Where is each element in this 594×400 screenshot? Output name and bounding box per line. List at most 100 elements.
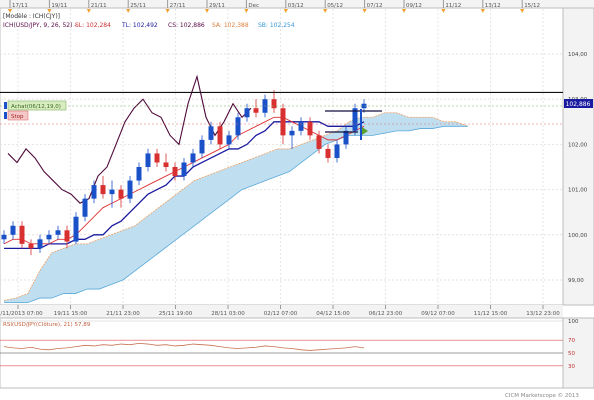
time-axis-label: 28/11 03:00 <box>211 311 245 317</box>
candle-body <box>37 239 43 249</box>
tl-label: TL: 102,492 <box>121 22 158 29</box>
achat-tag-marker <box>4 102 7 109</box>
cloud-fill <box>4 112 468 303</box>
ichimoku-cloud <box>3 112 469 304</box>
candle-body <box>199 139 205 154</box>
top-axis-label: 09/12 <box>406 3 422 9</box>
top-axis-label: 27/11 <box>170 3 186 9</box>
candle-body <box>235 117 241 136</box>
rsi-title: RSI(USD/JPY(Clôture), 21) 57,89 <box>3 321 91 328</box>
top-axis-labels: 17/11 19/11 21/11 25/11 27/11 29/11 Dec 03/12 05… <box>8 0 540 13</box>
sb-label: SB: 102,254 <box>258 22 295 29</box>
top-axis-label: 05/12 <box>327 3 343 9</box>
top-axis-label: 17/11 <box>12 3 28 9</box>
top-axis-label: Dec <box>248 3 259 9</box>
candles <box>1 90 367 256</box>
candle-body <box>55 230 61 235</box>
candle-body <box>271 99 277 109</box>
indicator-label: ICH(USD/JPY, 9, 26, 52) - <box>3 22 77 29</box>
event-marker-icon <box>126 9 131 13</box>
event-marker-icon <box>323 9 328 13</box>
rsi-axis-label: 100 <box>568 319 579 325</box>
event-marker-icon <box>165 9 170 13</box>
candle-body <box>136 167 142 181</box>
achat-tag-text: Achat(06/12,19,0) <box>11 104 61 110</box>
rsi-pane: 100 70 50 30 <box>0 319 579 370</box>
candle-body <box>172 167 178 177</box>
rsi-line <box>3 342 365 351</box>
footer-copyright: CICM Marketscope © 2013 <box>505 392 579 399</box>
top-axis-label: 13/12 <box>485 3 501 9</box>
time-axis-label: 13/12 23:00 <box>526 311 560 317</box>
rsi-axis-label: 50 <box>568 351 575 357</box>
candle-body <box>109 189 115 195</box>
top-axis-label: 07/12 <box>367 3 383 9</box>
rsi-axis-label: 30 <box>568 364 575 370</box>
time-axis-labels: 15/11/2013 07:00 19/11 15:00 21/11 23:00 25… <box>0 305 560 317</box>
candle-body <box>217 126 223 145</box>
candle-body <box>127 180 133 199</box>
candle-body <box>154 153 160 163</box>
price-axis-label: 101,00 <box>568 188 588 194</box>
rsi-axis-label: 70 <box>568 338 575 344</box>
candle-body <box>226 135 232 145</box>
candle-body <box>163 162 169 167</box>
candle-body <box>10 225 16 235</box>
cs-label: CS: 102,886 <box>168 22 205 29</box>
stop-tag[interactable] <box>7 110 29 121</box>
time-axis-label: 19/11 15:00 <box>54 311 88 317</box>
candle-body <box>244 108 250 118</box>
candle-body <box>91 185 97 199</box>
candle-body <box>208 126 214 140</box>
top-axis-label: 15/12 <box>524 3 540 9</box>
top-axis-bar <box>0 0 594 8</box>
event-marker-icon <box>86 9 91 13</box>
achat-tag[interactable] <box>7 100 67 111</box>
event-marker-icon <box>480 9 485 13</box>
event-marker-icon <box>283 9 288 13</box>
stop-tag-marker <box>4 112 7 119</box>
time-axis-label: 02/12 07:00 <box>264 311 298 317</box>
candle-body <box>334 144 340 158</box>
price-axis-panel <box>562 7 594 306</box>
top-axis-label: 19/11 <box>51 3 67 9</box>
senkou-b-line <box>4 125 468 304</box>
event-marker-icon <box>362 9 367 13</box>
annotations <box>0 105 563 140</box>
time-axis-label: 11/12 15:00 <box>474 311 508 317</box>
price-axis-label: 104,00 <box>568 52 588 58</box>
candle-body <box>100 185 106 195</box>
candle-body <box>19 225 25 244</box>
event-marker-icon <box>402 9 406 13</box>
top-axis-label: 21/11 <box>91 3 107 9</box>
top-axis-label: 03/12 <box>288 3 304 9</box>
top-axis-label: 29/11 <box>209 3 225 9</box>
candle-body <box>28 243 34 249</box>
top-axis-label: 11/12 <box>445 3 461 9</box>
candle-body <box>118 189 124 199</box>
candle-body <box>190 153 196 163</box>
candle-body <box>343 130 349 145</box>
stop-tag-text: Stop <box>11 114 24 120</box>
rsi-axis-panel <box>562 317 594 389</box>
candle-body <box>253 108 259 113</box>
time-axis-label: 04/12 15:00 <box>316 311 350 317</box>
candle-body <box>289 130 295 136</box>
candle-body <box>325 148 331 158</box>
event-marker-icon <box>244 9 249 13</box>
candle-body <box>352 108 358 131</box>
event-marker-icon <box>205 9 209 13</box>
time-axis-label: 06/12 23:00 <box>369 311 403 317</box>
candle-body <box>46 234 52 240</box>
price-axis-label: 100,00 <box>568 233 588 239</box>
time-axis-label: 09/12 07:00 <box>421 311 455 317</box>
sa-label: SA: 102,388 <box>212 22 249 29</box>
event-marker-icon <box>8 9 12 13</box>
time-axis-label: 21/11 23:00 <box>106 311 140 317</box>
candle-body <box>298 121 304 131</box>
price-axis-label: 102,00 <box>568 142 588 148</box>
buy-signal-arrow-icon <box>362 127 368 135</box>
candle-body <box>73 216 79 242</box>
candle-body <box>145 153 151 167</box>
